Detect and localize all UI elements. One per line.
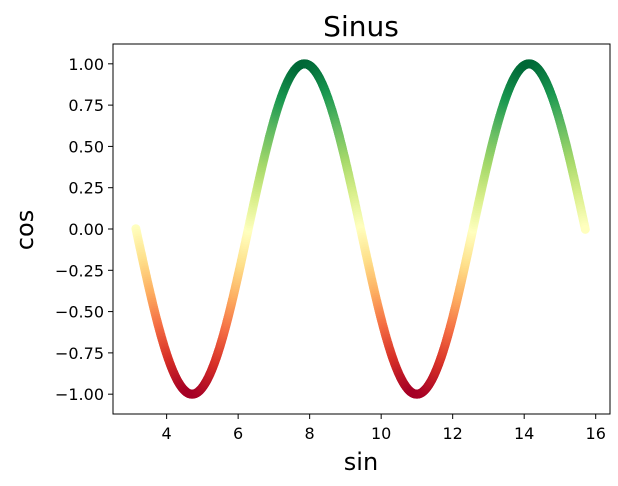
x-tick-label: 10	[371, 424, 391, 443]
x-tick-label: 6	[233, 424, 243, 443]
y-tick-label: 0.00	[68, 220, 104, 239]
x-tick-label: 12	[442, 424, 462, 443]
y-axis-title: cos	[11, 210, 39, 250]
y-tick-label: −1.00	[55, 385, 104, 404]
data-point	[580, 224, 590, 234]
x-axis-ticks: 4 6 8 10 12 14 16	[162, 414, 606, 443]
chart-title: Sinus	[323, 10, 399, 43]
y-axis-ticks: −1.00 −0.75 −0.50 −0.25 0.00 0.25 0.50 0.75 1.00	[55, 55, 113, 404]
y-tick-label: −0.25	[55, 261, 104, 280]
y-tick-label: −0.75	[55, 344, 104, 363]
x-axis-title: sin	[344, 448, 378, 476]
data-points	[131, 59, 590, 399]
y-tick-label: −0.50	[55, 303, 104, 322]
y-tick-label: 1.00	[68, 55, 104, 74]
x-tick-label: 14	[514, 424, 534, 443]
x-tick-label: 8	[305, 424, 315, 443]
x-tick-label: 16	[586, 424, 606, 443]
x-tick-label: 4	[162, 424, 172, 443]
y-tick-label: 0.75	[68, 96, 104, 115]
y-tick-label: 0.50	[68, 137, 104, 156]
y-tick-label: 0.25	[68, 179, 104, 198]
